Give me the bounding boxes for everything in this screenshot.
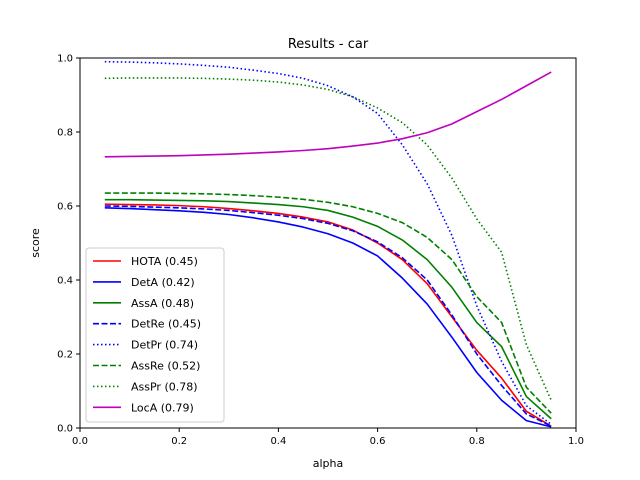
legend-label: DetA (0.42) <box>131 276 195 289</box>
y-tick-label: 0.0 <box>57 424 73 435</box>
series-line-3 <box>104 198 552 420</box>
y-tick-label: 0.2 <box>57 350 73 361</box>
series-line-1 <box>104 203 552 427</box>
plot-frame <box>79 57 577 429</box>
legend-label: HOTA (0.45) <box>131 255 198 268</box>
y-tick-label: 0.8 <box>57 128 73 139</box>
legend-label: AssPr (0.78) <box>131 380 198 393</box>
y-tick-label: 0.4 <box>57 276 73 287</box>
legend: HOTA (0.45) DetA (0.42) AssA (0.48) DetRe (… <box>85 247 225 423</box>
x-tick-label: 0.4 <box>270 436 286 447</box>
y-axis: 0.0 0.2 0.4 0.6 0.8 1.0 <box>57 54 80 435</box>
legend-box <box>85 247 225 423</box>
chart-title: Results - car <box>288 37 369 52</box>
series-line-5 <box>104 60 552 425</box>
legend-label: AssRe (0.52) <box>131 360 200 373</box>
x-tick-label: 1.0 <box>568 436 584 447</box>
series-layer <box>104 60 552 428</box>
x-tick-label: 0.2 <box>171 436 187 447</box>
legend-label: LocA (0.79) <box>131 401 194 414</box>
y-axis-label: score <box>29 228 42 258</box>
legend-label: DetPr (0.74) <box>131 339 198 352</box>
x-tick-label: 0.6 <box>370 436 386 447</box>
y-tick-label: 1.0 <box>57 54 73 65</box>
y-tick-label: 0.6 <box>57 202 73 213</box>
series-line-6 <box>104 192 552 414</box>
x-tick-label: 0.0 <box>72 436 88 447</box>
legend-label: AssA (0.48) <box>131 297 194 310</box>
x-tick-label: 0.8 <box>469 436 485 447</box>
series-line-2 <box>104 207 552 428</box>
series-line-7 <box>104 77 552 401</box>
x-axis: 0.0 0.2 0.4 0.6 0.8 1.0 <box>72 428 584 447</box>
legend-label: DetRe (0.45) <box>131 318 201 331</box>
series-line-4 <box>104 205 552 427</box>
x-axis-label: alpha <box>313 457 344 470</box>
series-line-8 <box>104 71 552 158</box>
